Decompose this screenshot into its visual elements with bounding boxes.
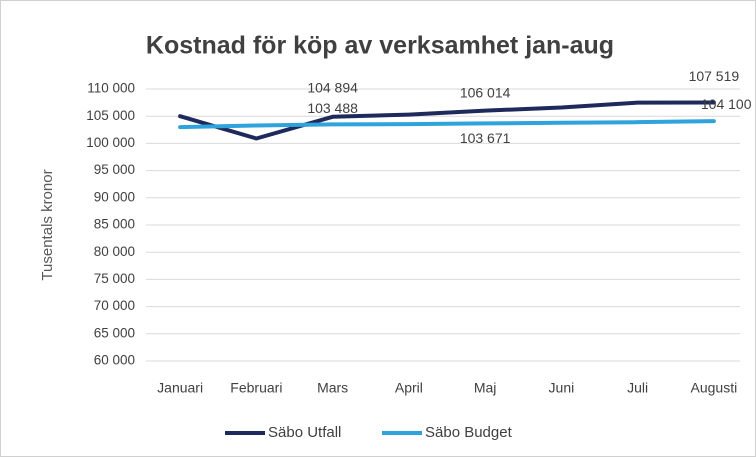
y-tick-label: 60 000 bbox=[94, 353, 135, 368]
y-tick-label: 65 000 bbox=[94, 325, 135, 340]
x-tick-label: Juli bbox=[627, 380, 648, 396]
series-line bbox=[178, 100, 716, 141]
legend-label: Säbo Utfall bbox=[268, 424, 341, 441]
chart-title: Kostnad för köp av verksamhet jan-aug bbox=[146, 32, 614, 60]
data-label: 104 100 bbox=[701, 96, 752, 112]
data-label: 107 519 bbox=[689, 68, 740, 84]
y-tick-label: 80 000 bbox=[94, 244, 135, 259]
y-tick-label: 85 000 bbox=[94, 217, 135, 232]
data-label: 103 671 bbox=[460, 130, 511, 146]
x-tick-label: April bbox=[395, 380, 423, 396]
y-tick-label: 110 000 bbox=[87, 81, 135, 96]
data-label: 103 488 bbox=[307, 100, 358, 116]
y-tick-label: 100 000 bbox=[86, 135, 135, 150]
x-tick-label: Januari bbox=[157, 380, 203, 396]
x-tick-label: Februari bbox=[230, 380, 282, 396]
y-tick-label: 75 000 bbox=[94, 271, 135, 286]
x-tick-label: Maj bbox=[474, 380, 497, 396]
y-tick-label: 70 000 bbox=[94, 298, 135, 313]
x-tick-label: Mars bbox=[317, 380, 348, 396]
y-tick-label: 90 000 bbox=[94, 189, 135, 204]
data-label: 104 894 bbox=[307, 79, 358, 95]
y-tick-label: 105 000 bbox=[86, 108, 135, 123]
legend-label: Säbo Budget bbox=[425, 424, 513, 441]
x-tick-label: Juni bbox=[549, 380, 575, 396]
series-line bbox=[178, 119, 716, 130]
x-tick-label: Augusti bbox=[691, 380, 738, 396]
y-tick-label: 95 000 bbox=[94, 162, 135, 177]
y-axis-title: Tusentals kronor bbox=[39, 169, 56, 280]
data-label: 106 014 bbox=[460, 84, 511, 100]
